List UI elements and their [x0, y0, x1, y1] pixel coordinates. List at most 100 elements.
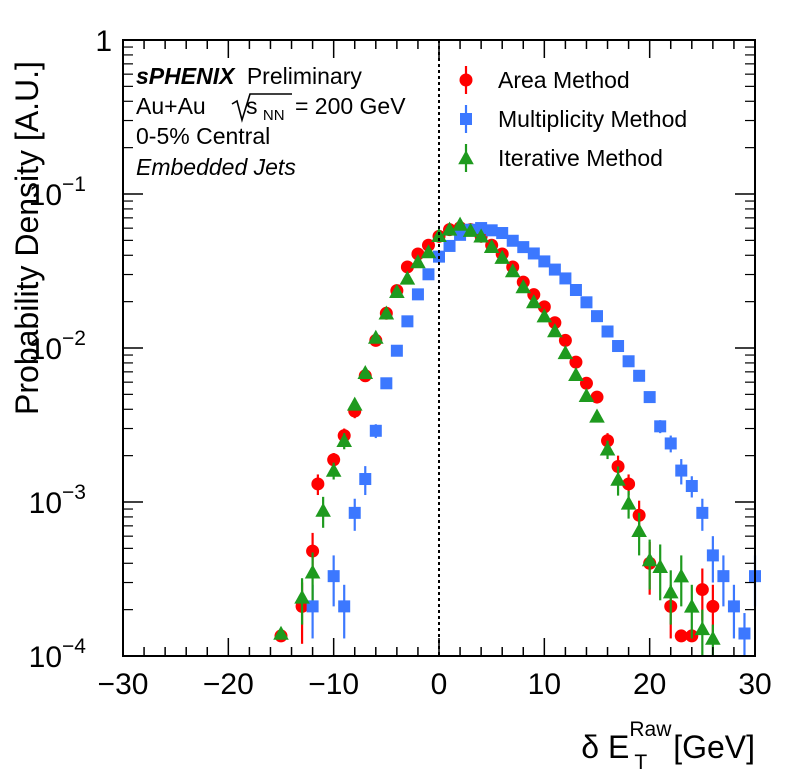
multiplicity-method-point: [348, 506, 361, 519]
iterative-method-point: [557, 345, 574, 360]
iterative-method-point: [473, 228, 489, 243]
iterative-method-point: [304, 564, 321, 579]
iterative-method-point: [378, 305, 395, 320]
multiplicity-method-point: [612, 340, 625, 353]
multiplicity-method-point: [422, 268, 435, 281]
multiplicity-method-point: [359, 473, 372, 486]
iterative-method-point: [410, 254, 426, 269]
multiplicity-method-point: [706, 549, 719, 562]
multiplicity-method-point: [717, 570, 730, 583]
legend-multiplicity-method-marker: [460, 113, 472, 125]
multiplicity-method-point: [696, 506, 709, 519]
multiplicity-method-point: [475, 222, 488, 235]
iterative-method-point: [336, 432, 352, 447]
iterative-method-point: [515, 279, 532, 294]
iterative-method-point: [452, 216, 468, 231]
y-tick-label: 10−1: [29, 173, 86, 212]
multiplicity-method-point: [380, 377, 393, 390]
sqrt-symbol: [231, 93, 292, 123]
iterative-method-point: [273, 625, 289, 640]
multiplicity-method-point: [401, 315, 414, 328]
svg-text:Au+Au: Au+Au: [136, 93, 206, 119]
iterative-method-point: [389, 283, 405, 298]
iterative-method-point: [578, 387, 595, 402]
multiplicity-method-point: [559, 272, 572, 285]
multiplicity-method-point: [633, 369, 646, 382]
iterative-method-point: [294, 589, 310, 604]
axis-ticks: [122, 39, 756, 657]
iterative-method-point: [494, 249, 510, 264]
collision-system-label: Au+Au: [136, 93, 206, 119]
y-tick-label: 10−2: [29, 327, 86, 366]
x-tick-label: 30: [738, 668, 771, 701]
iterative-method-point: [346, 396, 363, 411]
iterative-method-point: [368, 329, 384, 344]
area-method-point: [327, 453, 341, 467]
area-method-point: [590, 390, 604, 404]
area-method-point: [411, 247, 425, 261]
multiplicity-method-point: [548, 263, 561, 276]
y-axis-label: Probability Density [A.U.]: [9, 61, 45, 415]
legend-iterative-method-marker: [458, 150, 474, 165]
multiplicity-method-point: [454, 228, 467, 241]
x-tick-label: 0: [431, 668, 448, 701]
plot-annotations: sPHENIX Preliminary Au+Au s NN = 200 GeV…: [136, 63, 406, 180]
multiplicity-method-point: [338, 600, 351, 613]
area-method-point: [706, 599, 720, 613]
multiplicity-method-point: [485, 224, 498, 237]
iterative-method-point: [547, 323, 563, 338]
x-tick-label: −20: [203, 668, 254, 701]
iterative-method-point: [641, 552, 658, 567]
iterative-method-point: [483, 239, 500, 254]
multiplicity-method-point: [738, 627, 751, 640]
multiplicity-method-point: [569, 284, 582, 297]
data-marks: [273, 216, 761, 656]
energy-s-label: s: [246, 93, 258, 119]
multiplicity-method-point: [654, 420, 667, 433]
iterative-method-point: [357, 365, 374, 380]
multiplicity-method-point: [664, 437, 677, 450]
iterative-method-point: [325, 462, 342, 477]
iterative-method-point: [526, 294, 542, 309]
x-tick-label: 10: [528, 668, 561, 701]
area-method-point: [622, 477, 636, 491]
iterative-method-point: [694, 621, 711, 636]
area-method-point: [695, 583, 709, 597]
iterative-method-point: [684, 598, 700, 613]
iterative-method-point: [599, 441, 616, 456]
legend-multiplicity-method-label: Multiplicity Method: [498, 106, 687, 132]
legend: Area Method Multiplicity Method Iterative …: [458, 66, 687, 172]
svg-text:s NN = 200 GeV: s NN = 200 GeV: [246, 93, 406, 125]
multiplicity-method-point: [496, 227, 509, 240]
x-tick-label: 20: [633, 668, 666, 701]
multiplicity-method-point: [327, 570, 340, 583]
area-method-point: [548, 316, 562, 330]
iterative-method-point: [620, 495, 637, 510]
iterative-method-point: [420, 244, 437, 259]
iterative-method-point: [589, 408, 605, 423]
centrality-label: 0-5% Central: [136, 123, 270, 149]
iterative-method-point: [399, 270, 416, 285]
area-method-point: [537, 300, 551, 314]
sample-label: Embedded Jets: [136, 154, 296, 180]
iterative-method-point: [705, 630, 721, 645]
y-tick-labels: 1 10−1 10−2 10−3 10−4: [29, 25, 112, 674]
energy-nn-subscript: NN: [263, 107, 285, 124]
multiplicity-method-point: [727, 600, 740, 613]
iterative-method-point: [536, 308, 553, 323]
multiplicity-method-point: [527, 247, 540, 260]
preliminary-label: Preliminary: [247, 63, 363, 89]
iterative-method-point: [652, 558, 668, 573]
multiplicity-method-point: [517, 241, 530, 254]
svg-text:sPHENIX Preliminary: sPHENIX Preliminary: [136, 63, 362, 89]
energy-value-label: = 200 GeV: [295, 93, 406, 119]
multiplicity-method-point: [685, 480, 698, 493]
multiplicity-method-point: [506, 234, 519, 247]
y-tick-label: 10−3: [29, 481, 86, 520]
area-method-point: [579, 376, 593, 390]
area-method-point: [674, 629, 688, 643]
experiment-label: sPHENIX: [136, 63, 236, 89]
multiplicity-method-point: [622, 355, 635, 368]
multiplicity-method-point: [538, 255, 551, 268]
legend-iterative-method-label: Iterative Method: [498, 145, 663, 171]
